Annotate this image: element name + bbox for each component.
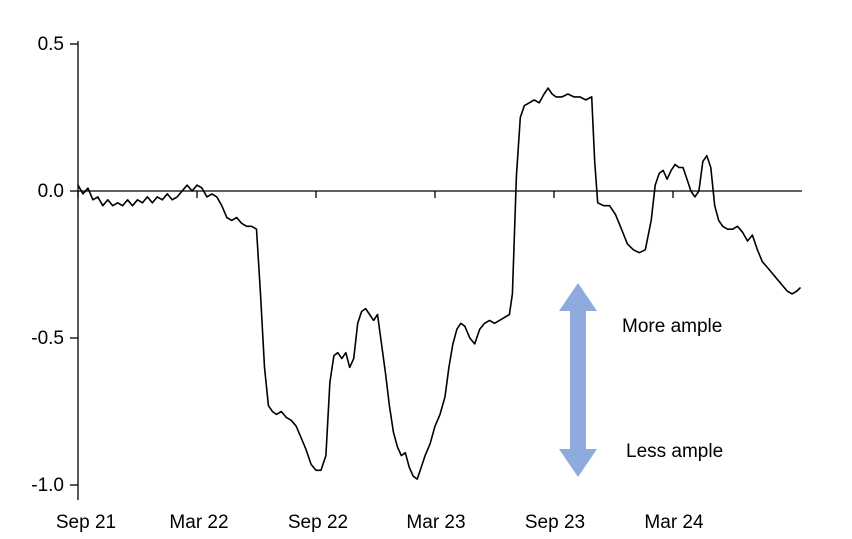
double-arrow-icon [559, 283, 597, 477]
y-tick-label-3: -1.0 [31, 475, 64, 496]
y-axis-tick-marks [70, 43, 78, 486]
x-tick-label-1: Mar 22 [169, 512, 228, 533]
y-tick-label-2: -0.5 [31, 328, 64, 349]
y-tick-label-1: 0.0 [38, 181, 64, 202]
series-line [77, 87, 801, 480]
x-tick-label-3: Mar 23 [406, 512, 465, 533]
x-tick-label-5: Mar 24 [644, 512, 704, 533]
x-tick-label-4: Sep 23 [525, 512, 585, 533]
x-tick-label-0: Sep 21 [56, 512, 116, 533]
annotation-less-ample: Less ample [626, 441, 723, 462]
x-axis-tick-marks [77, 191, 674, 198]
y-tick-label-0: 0.5 [38, 34, 64, 55]
x-tick-labels: Sep 21 Mar 22 Sep 22 Mar 23 Sep 23 Mar 2… [56, 512, 704, 533]
x-tick-label-2: Sep 22 [288, 512, 348, 533]
annotation-more-ample: More ample [622, 316, 722, 337]
y-tick-labels: 0.5 0.0 -0.5 -1.0 [31, 34, 64, 496]
